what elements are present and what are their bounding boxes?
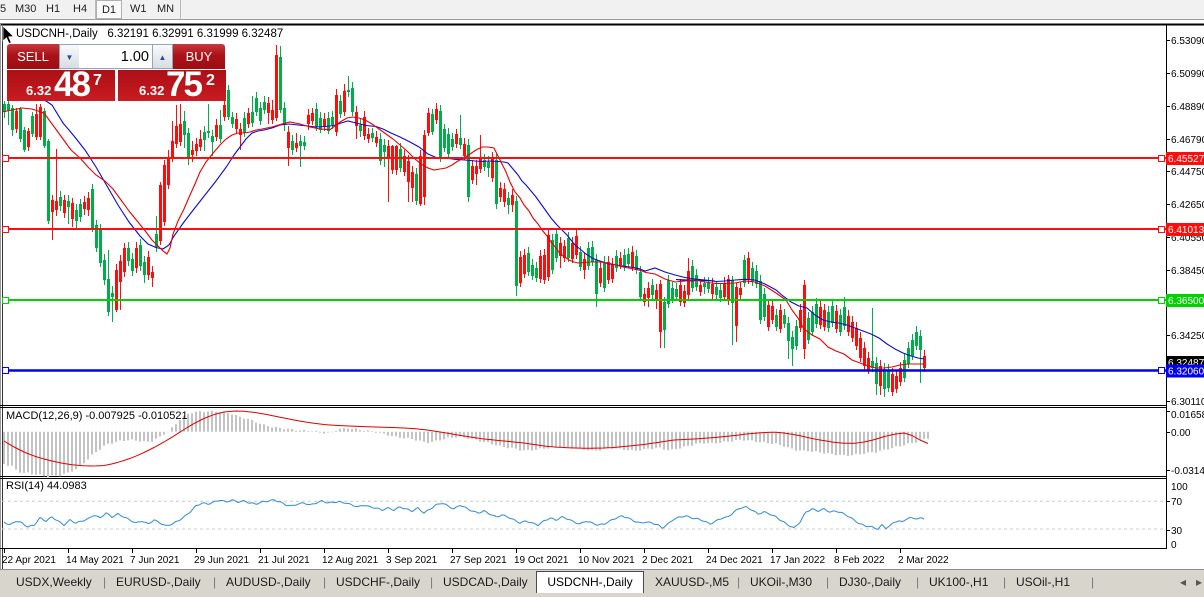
svg-text:6.45527: 6.45527 [1168,154,1204,165]
svg-text:USDCNH-,Daily 6.32191 6.3299: USDCNH-,Daily 6.32191 6.32991 6.31999 6.… [16,28,283,40]
svg-text:10 Nov 2021: 10 Nov 2021 [578,555,635,566]
svg-text:MACD(12,26,9) -0.007925 -0.010: MACD(12,26,9) -0.007925 -0.010521 [6,410,188,422]
svg-text:6.48890: 6.48890 [1171,102,1204,113]
svg-text:6.32487: 6.32487 [1168,358,1204,369]
svg-text:30: 30 [1171,526,1183,537]
svg-text:21 Jul 2021: 21 Jul 2021 [258,555,310,566]
svg-text:29 Jun 2021: 29 Jun 2021 [194,555,249,566]
svg-text:7 Jun 2021: 7 Jun 2021 [130,555,180,566]
svg-text:6.38450: 6.38450 [1171,266,1204,277]
svg-text:2 Dec 2021: 2 Dec 2021 [642,555,694,566]
svg-text:100: 100 [1171,482,1188,493]
svg-text:22 Apr 2021: 22 Apr 2021 [2,555,56,566]
svg-text:6.34250: 6.34250 [1171,331,1204,342]
svg-text:0.00: 0.00 [1171,428,1191,439]
svg-text:6.36500: 6.36500 [1168,296,1204,307]
svg-text:70: 70 [1171,497,1183,508]
svg-text:19 Oct 2021: 19 Oct 2021 [514,555,569,566]
svg-text:14 May 2021: 14 May 2021 [66,555,124,566]
svg-text:6.50990: 6.50990 [1171,69,1204,80]
svg-text:6.46790: 6.46790 [1171,135,1204,146]
svg-text:-0.03142: -0.03142 [1171,466,1204,477]
svg-text:6.44750: 6.44750 [1171,167,1204,178]
svg-text:2 Mar 2022: 2 Mar 2022 [898,555,949,566]
svg-text:RSI(14) 44.0983: RSI(14) 44.0983 [6,480,87,492]
svg-text:6.42650: 6.42650 [1171,200,1204,211]
svg-text:12 Aug 2021: 12 Aug 2021 [322,555,379,566]
svg-text:17 Jan 2022: 17 Jan 2022 [770,555,825,566]
svg-text:6.41013: 6.41013 [1168,225,1204,236]
svg-text:0.01658: 0.01658 [1171,410,1204,421]
svg-text:27 Sep 2021: 27 Sep 2021 [450,555,507,566]
svg-text:6.32060: 6.32060 [1168,367,1204,378]
svg-text:8 Feb 2022: 8 Feb 2022 [834,555,885,566]
svg-text:0: 0 [1171,540,1177,551]
svg-text:6.40550: 6.40550 [1171,233,1204,244]
svg-text:24 Dec 2021: 24 Dec 2021 [706,555,763,566]
svg-text:3 Sep 2021: 3 Sep 2021 [386,555,438,566]
svg-text:6.30110: 6.30110 [1171,397,1204,408]
svg-text:6.53090: 6.53090 [1171,36,1204,47]
